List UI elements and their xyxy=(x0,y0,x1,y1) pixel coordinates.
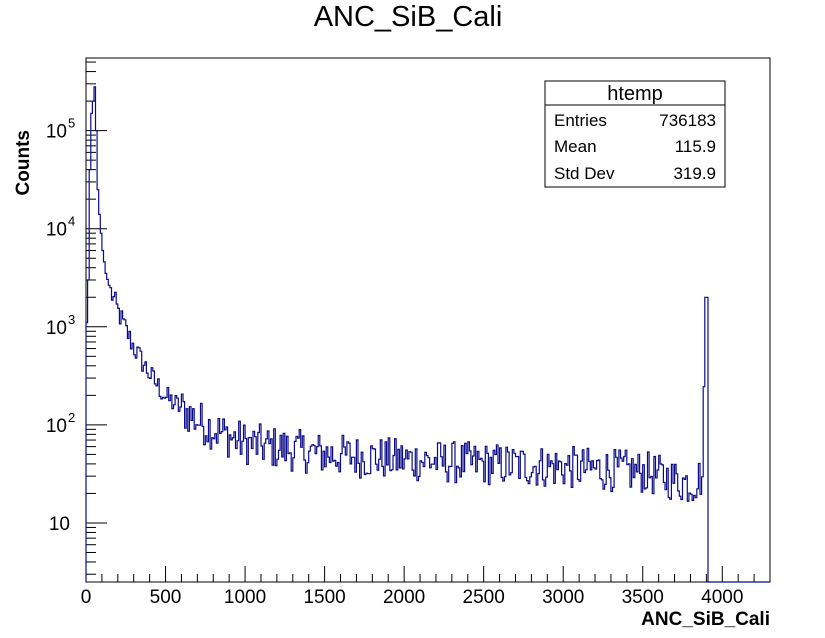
x-axis: 0 500 1000 1500 2000 2500 3000 3500 4000 xyxy=(81,566,771,608)
x-tick-label: 1500 xyxy=(303,587,345,608)
x-tick-label: 500 xyxy=(150,587,182,608)
x-tick-label: 3000 xyxy=(542,587,584,608)
y-tick-exponent: 2 xyxy=(68,410,75,425)
x-tick-label: 2500 xyxy=(463,587,505,608)
x-tick-label: 3500 xyxy=(622,587,664,608)
chart-title: ANC_SiB_Cali xyxy=(314,1,503,33)
y-tick-label: 10 xyxy=(46,416,67,437)
y-tick-exponent: 3 xyxy=(68,312,75,327)
stats-value-mean: 115.9 xyxy=(675,137,716,156)
y-tick-label: 10 xyxy=(46,220,67,241)
histogram-line xyxy=(85,86,770,583)
stats-value-entries: 736183 xyxy=(659,111,716,130)
y-tick-label: 10 xyxy=(49,514,70,535)
stats-box-frame xyxy=(544,80,726,188)
x-tick-label: 0 xyxy=(81,587,92,608)
stats-box: htemp Entries 736183 Mean 115.9 Std Dev … xyxy=(544,80,726,188)
plot-frame xyxy=(85,57,771,583)
x-tick-label: 2000 xyxy=(383,587,425,608)
x-tick-label: 1000 xyxy=(224,587,266,608)
y-tick-label: 10 xyxy=(46,122,67,143)
stats-box-title: htemp xyxy=(607,83,663,105)
y-tick-exponent: 5 xyxy=(68,116,75,131)
stats-label-entries: Entries xyxy=(554,111,607,130)
stats-value-stddev: 319.9 xyxy=(673,164,716,183)
y-tick-label: 10 xyxy=(46,318,67,339)
x-axis-title: ANC_SiB_Cali xyxy=(641,609,770,630)
y-tick-exponent: 4 xyxy=(68,214,75,229)
stats-label-mean: Mean xyxy=(554,137,597,156)
stats-label-stddev: Std Dev xyxy=(554,164,615,183)
y-axis-title: Counts xyxy=(13,130,34,195)
histogram-series xyxy=(85,86,770,583)
x-tick-label: 4000 xyxy=(701,587,743,608)
